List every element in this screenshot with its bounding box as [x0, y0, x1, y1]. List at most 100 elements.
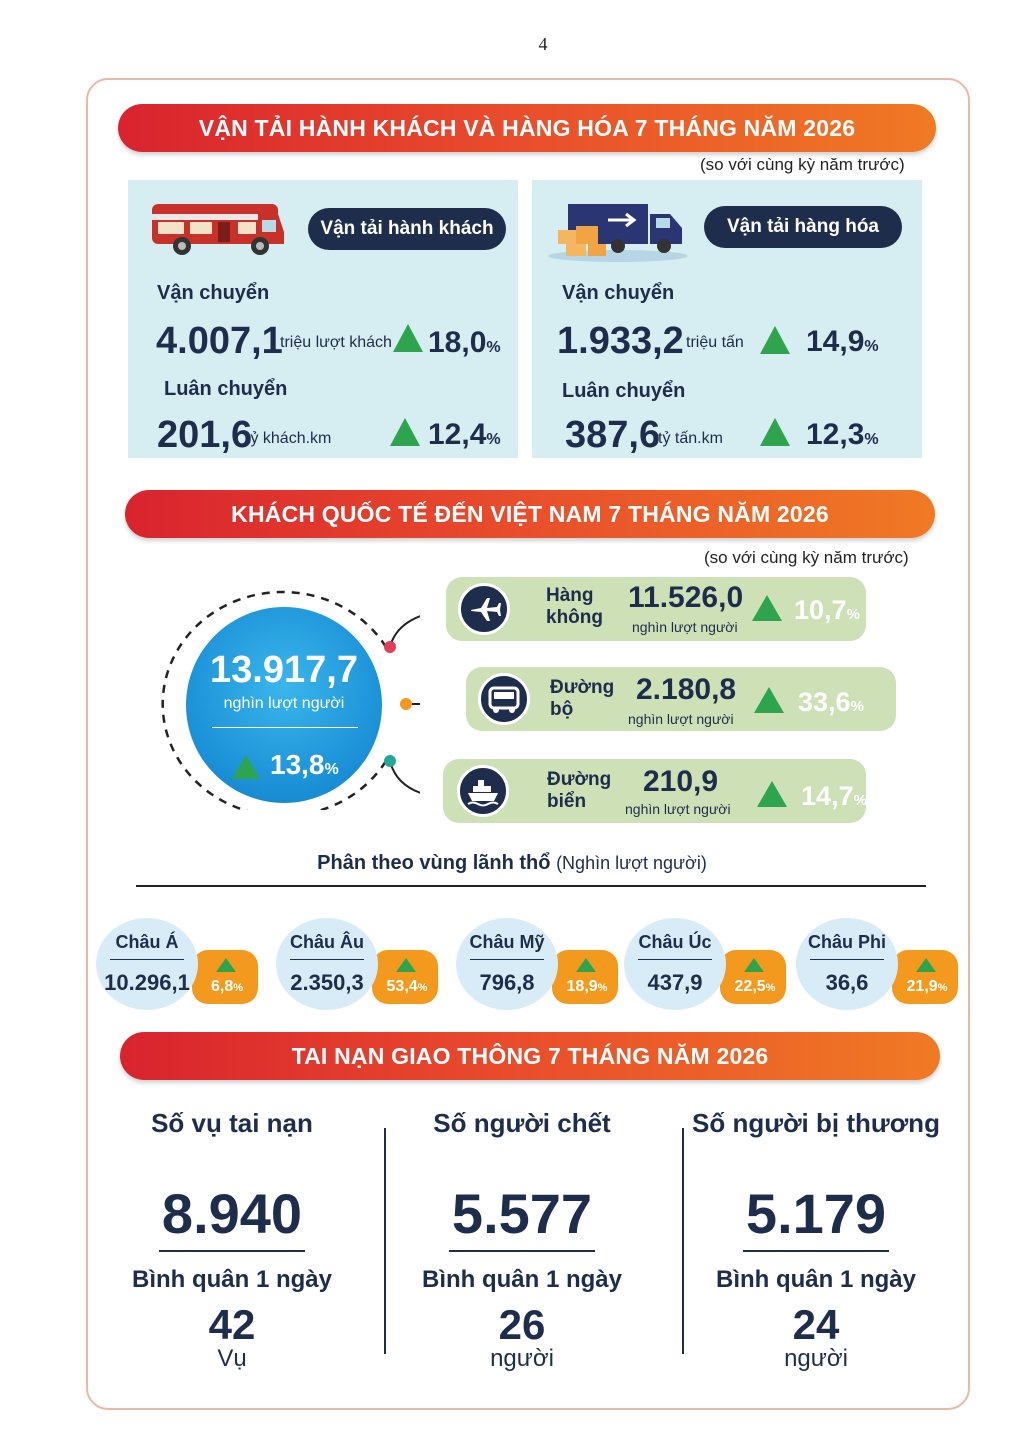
goods-rotation-pct: 12,3% [806, 418, 879, 451]
column-separator [384, 1128, 386, 1354]
total-visitors-unit: nghìn lượt người [223, 695, 345, 712]
accidents-count-column: Số vụ tai nạn 8.940 Bình quân 1 ngày 42 … [82, 1108, 382, 1398]
region-circle [796, 918, 898, 1010]
deaths-column: Số người chết 5.577 Bình quân 1 ngày 26 … [372, 1108, 672, 1398]
ship-icon [457, 765, 509, 817]
route-sea-name: Đường biển [547, 769, 612, 812]
goods-rotation-value: 387,6 [565, 414, 661, 456]
region-value: 437,9 [647, 970, 703, 995]
route-road-name: Đường bộ [550, 677, 615, 720]
injured-average: 24 [792, 1301, 840, 1348]
accidents-count-average: 42 [208, 1301, 256, 1348]
up-arrow-icon [390, 418, 420, 446]
route-road: Đường bộ 2.180,8 nghìn lượt người 33,6% [466, 667, 896, 731]
visitors-connector [161, 590, 420, 810]
column-separator [682, 1128, 684, 1354]
injured-unit: người [784, 1345, 848, 1372]
visitors-banner: KHÁCH QUỐC TẾ ĐẾN VIỆT NAM 7 THÁNG NĂM 2… [125, 490, 935, 538]
deaths-average: 26 [498, 1301, 546, 1348]
daily-average-label: Bình quân 1 ngày [715, 1266, 916, 1293]
passenger-rotation-unit: tỷ khách.km [246, 430, 332, 447]
up-arrow-icon [757, 781, 787, 807]
divider [470, 959, 544, 960]
up-arrow-icon [760, 326, 790, 354]
region-circle [624, 918, 726, 1010]
goods-transport-pill: Vận tải hàng hóa [704, 206, 902, 248]
up-arrow-icon [752, 595, 782, 621]
route-air: Hàng không 11.526,0 nghìn lượt người 10,7… [446, 577, 866, 641]
accidents-count-heading: Số vụ tai nạn [151, 1108, 313, 1138]
divider [212, 727, 358, 728]
injured-value: 5.179 [745, 1182, 887, 1245]
deaths-value: 5.577 [451, 1182, 593, 1245]
transport-banner: VẬN TẢI HÀNH KHÁCH VÀ HÀNG HÓA 7 THÁNG N… [118, 104, 936, 152]
passenger-transport-pct: 18,0% [428, 326, 501, 359]
up-arrow-icon [232, 755, 260, 779]
total-visitors-value: 13.917,7 [210, 649, 358, 691]
region-title: Phân theo vùng lãnh thổ (Nghìn lượt ngườ… [317, 852, 707, 874]
region-circle [276, 918, 378, 1010]
accidents-count-unit: Vụ [217, 1345, 247, 1372]
goods-panel: Vận tải hàng hóa Vận chuyển 1.933,2 triệ… [532, 180, 922, 458]
delivery-truck-icon [548, 204, 688, 262]
divider [743, 1250, 889, 1252]
goods-transport-label: Vận chuyển [562, 282, 675, 304]
bus-icon [478, 673, 530, 725]
deaths-unit: người [490, 1345, 554, 1372]
goods-transport-unit: triệu tấn [686, 334, 744, 351]
route-sea-pct: 14,7% [801, 781, 867, 811]
total-visitors-pct: 13,8% [270, 749, 339, 780]
route-sea: Đường biển 210,9 nghìn lượt người 14,7% [443, 759, 867, 823]
region-name: Châu Phi [807, 932, 886, 952]
daily-average-label: Bình quân 1 ngày [131, 1266, 332, 1293]
passenger-rotation-value: 201,6 [157, 414, 253, 456]
route-sea-unit: nghìn lượt người [625, 801, 731, 817]
goods-transport-pct: 14,9% [806, 325, 879, 358]
passenger-rotation-label: Luân chuyển [164, 378, 288, 400]
region-europe: Châu Âu 2.350,3 53,4% [276, 918, 448, 1010]
up-arrow-icon [393, 324, 423, 352]
injured-column: Số người bị thương 5.179 Bình quân 1 ngà… [666, 1108, 966, 1398]
injured-heading: Số người bị thương [692, 1108, 940, 1138]
region-circle [96, 918, 198, 1010]
region-america: Châu Mỹ 796,8 18,9% [456, 918, 628, 1010]
region-pct: 22,5% [734, 978, 776, 995]
region-circle [456, 918, 558, 1010]
divider [110, 959, 184, 960]
passenger-panel: Vận tải hành khách Vận chuyển 4.007,1 tr… [128, 180, 518, 458]
goods-transport-value: 1.933,2 [557, 320, 684, 362]
region-pct: 18,9% [566, 978, 608, 995]
region-name: Châu Á [115, 932, 179, 952]
divider [638, 959, 712, 960]
deaths-heading: Số người chết [433, 1108, 611, 1138]
total-visitors-circle: 13.917,7 nghìn lượt người 13,8% [186, 607, 382, 803]
region-name: Châu Âu [290, 932, 364, 952]
passenger-transport-value: 4.007,1 [156, 320, 283, 362]
visitors-note: (so với cùng kỳ năm trước) [704, 548, 909, 567]
region-value: 2.350,3 [290, 970, 364, 995]
up-arrow-icon [744, 958, 764, 972]
divider [290, 959, 364, 960]
route-air-value: 11.526,0 [628, 581, 744, 614]
region-name: Châu Úc [638, 932, 712, 952]
daily-average-label: Bình quân 1 ngày [421, 1266, 622, 1293]
route-road-pct: 33,6% [798, 687, 864, 717]
route-road-value: 2.180,8 [636, 673, 737, 706]
region-value: 796,8 [479, 970, 535, 995]
region-value: 10.296,1 [104, 970, 190, 995]
up-arrow-icon [754, 687, 784, 713]
goods-rotation-label: Luân chuyển [562, 380, 686, 402]
up-arrow-icon [916, 958, 936, 972]
region-oceania: Châu Úc 437,9 22,5% [624, 918, 796, 1010]
route-air-pct: 10,7% [794, 595, 860, 625]
page-number: 4 [538, 34, 548, 54]
region-value: 36,6 [825, 970, 869, 995]
passenger-transport-unit: triệu lượt khách [280, 334, 392, 351]
route-sea-value: 210,9 [643, 765, 719, 798]
passenger-transport-pill: Vận tải hành khách [308, 208, 506, 250]
passenger-transport-label: Vận chuyển [157, 282, 270, 304]
goods-rotation-unit: tỷ tấn.km [658, 430, 723, 447]
page-frame [86, 78, 970, 1410]
passenger-rotation-pct: 12,4% [428, 418, 501, 451]
route-air-unit: nghìn lượt người [632, 619, 738, 635]
